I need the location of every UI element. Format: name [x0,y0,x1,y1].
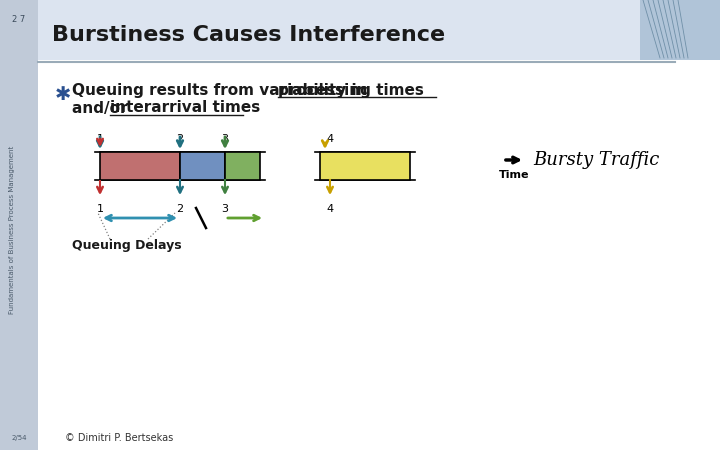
Text: Queuing results from variability in: Queuing results from variability in [72,82,373,98]
Text: Fundamentals of Business Process Management: Fundamentals of Business Process Managem… [9,146,15,314]
Text: 2: 2 [176,204,184,214]
Text: 4: 4 [326,204,333,214]
Text: Burstiness Causes Interference: Burstiness Causes Interference [52,25,445,45]
Bar [100,152,180,180]
Text: 1: 1 [96,134,104,144]
Bar [0,0,38,450]
Text: interarrival times: interarrival times [110,100,260,116]
Text: 3: 3 [222,204,228,214]
Bar [320,152,410,180]
Text: 1: 1 [96,204,104,214]
Text: 3: 3 [222,134,228,144]
Text: processing times: processing times [278,82,424,98]
Bar [180,152,225,180]
Bar [38,0,673,60]
Text: ✱: ✱ [55,86,71,104]
Text: 2: 2 [176,134,184,144]
Text: Bursty Traffic: Bursty Traffic [533,151,660,169]
Text: 4: 4 [326,134,333,144]
Text: 2/54: 2/54 [12,435,27,441]
Text: Queuing Delays: Queuing Delays [72,238,182,252]
Bar [225,152,260,180]
Text: © Dimitri P. Bertsekas: © Dimitri P. Bertsekas [65,433,174,443]
Text: 2 7: 2 7 [12,15,26,24]
Text: and/or: and/or [72,100,132,116]
Text: Time: Time [499,170,529,180]
Bar [640,0,720,60]
